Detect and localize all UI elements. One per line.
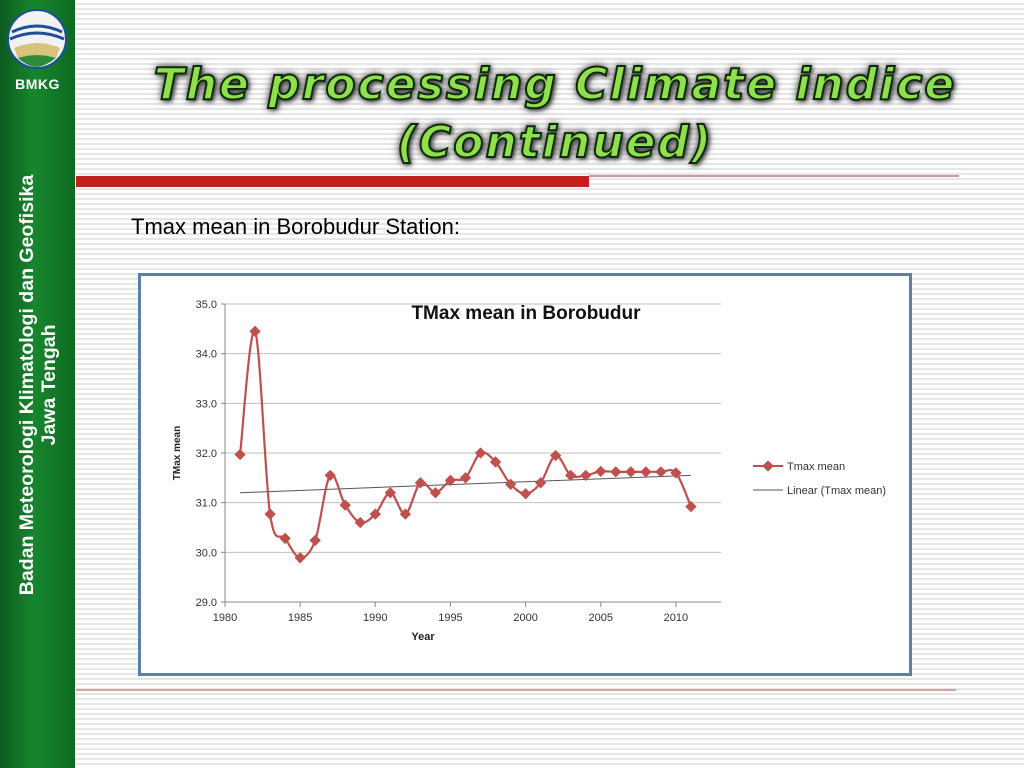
data-point <box>339 499 351 511</box>
chart-title: TMax mean in Borobudur <box>411 303 641 324</box>
data-point <box>685 500 697 513</box>
data-point <box>550 449 562 462</box>
y-tick-label: 31.0 <box>196 498 217 510</box>
y-tick-label: 30.0 <box>196 547 217 559</box>
logo-label: BMKG <box>15 76 60 92</box>
thin-divider <box>589 175 959 177</box>
slide-title: The processing Climate indice (Continued… <box>90 56 1020 172</box>
x-tick-label: 1980 <box>213 612 237 624</box>
data-point <box>595 465 607 478</box>
data-point <box>324 469 336 482</box>
data-point <box>534 477 547 489</box>
data-point <box>519 488 532 500</box>
data-point <box>414 477 427 489</box>
x-tick-label: 2000 <box>513 612 537 624</box>
trendline <box>240 474 691 494</box>
data-point <box>249 325 261 337</box>
slide-title-line-2: (Continued) <box>396 116 714 169</box>
data-point <box>234 448 246 461</box>
data-point <box>309 534 321 547</box>
data-point <box>610 466 622 478</box>
x-tick-label: 1995 <box>438 612 462 624</box>
data-point <box>354 516 366 529</box>
slide-title-line-1: The processing Climate indice <box>153 58 957 111</box>
y-tick-label: 34.0 <box>196 349 217 361</box>
chart-container: 29.0 30.0 31.0 32.0 33.0 34.0 35.0 1980 1985 1990… <box>138 273 912 676</box>
slide-subtitle: Tmax mean in Borobudur Station: <box>131 214 460 239</box>
data-point <box>504 478 517 490</box>
data-point <box>444 474 457 486</box>
x-axis-label: Year <box>411 631 435 643</box>
data-point <box>489 456 502 468</box>
data-point <box>580 469 592 482</box>
x-tick-label: 2010 <box>664 612 688 624</box>
red-divider <box>76 176 589 187</box>
data-point <box>369 508 381 520</box>
x-tick-label: 2005 <box>589 612 613 624</box>
data-point <box>459 472 472 484</box>
data-point <box>279 532 291 545</box>
data-point <box>429 487 442 499</box>
data-point <box>640 466 652 478</box>
data-point <box>655 466 667 478</box>
data-point <box>264 508 276 520</box>
legend-label-tmax-mean: Tmax mean <box>787 461 845 473</box>
data-point <box>294 552 306 564</box>
x-tick-label: 1990 <box>363 612 387 624</box>
y-tick-label: 29.0 <box>196 597 217 609</box>
y-tick-label: 35.0 <box>196 299 217 311</box>
bmkg-logo-icon <box>7 9 67 69</box>
legend-label-linear: Linear (Tmax mean) <box>787 485 886 497</box>
series-line-tmax-mean <box>238 330 692 559</box>
data-point <box>625 466 637 478</box>
data-point <box>399 508 412 520</box>
organization-line-1: Badan Meteorologi Klimatologi dan Geofis… <box>16 174 38 596</box>
organization-line-2: Jawa Tengah <box>38 324 60 446</box>
data-point <box>474 447 487 459</box>
data-point <box>670 467 682 479</box>
y-tick-label: 33.0 <box>196 398 217 410</box>
data-point <box>384 487 396 499</box>
bottom-divider <box>76 689 956 691</box>
organization-name: Badan Meteorologi Klimatologi dan Geofis… <box>16 105 60 665</box>
y-axis-label: TMax mean <box>172 426 183 480</box>
sidebar: BMKG Badan Meteorologi Klimatologi dan G… <box>0 0 75 768</box>
data-point <box>565 469 577 482</box>
y-tick-label: 32.0 <box>196 448 217 460</box>
x-tick-label: 1985 <box>288 612 312 624</box>
line-chart: 29.0 30.0 31.0 32.0 33.0 34.0 35.0 1980 1985 1990… <box>172 299 886 643</box>
legend-marker-tmax-mean <box>762 460 774 472</box>
